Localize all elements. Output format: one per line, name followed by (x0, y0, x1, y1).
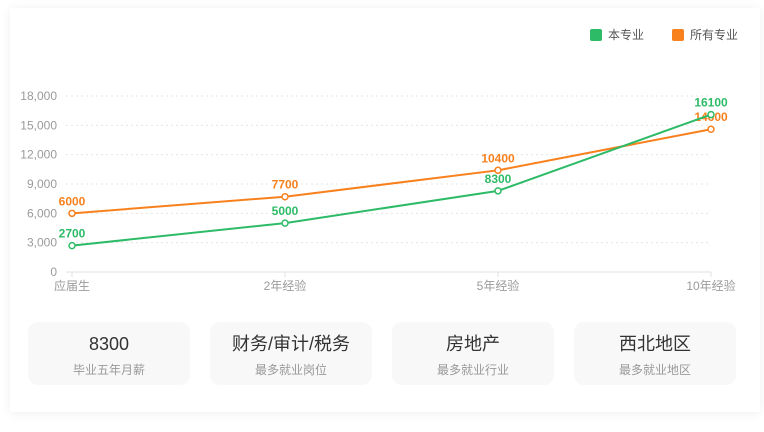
stat-label: 最多就业岗位 (254, 363, 327, 377)
series-line-0 (71, 113, 712, 247)
y-tick-label: 12,000 (20, 148, 57, 162)
data-point (68, 241, 76, 250)
y-tick-label: 6,000 (27, 206, 57, 220)
value-label: 8300 (485, 172, 512, 186)
employment-analysis-panel: 本专业 所有专业 0 3,000 6,000 9,000 12,000 15,000 18,… (10, 8, 760, 412)
y-tick-label: 18,000 (20, 89, 57, 103)
y-tick-label: 9,000 (27, 177, 57, 191)
value-label: 6000 (59, 194, 86, 208)
stat-label: 最多就业地区 (618, 363, 691, 377)
x-tick-label: 10年经验 (686, 278, 735, 293)
legend-label-major: 本专业 (607, 28, 644, 42)
data-point (281, 219, 289, 227)
stat-label: 最多就业行业 (436, 363, 509, 377)
stat-value: 财务/审计/税务 (231, 334, 350, 354)
summary-cards: 8300 毕业五年月薪 财务/审计/税务 最多就业岗位 房地产 最多就业行业 西… (28, 322, 742, 385)
y-tick-label: 0 (50, 265, 57, 279)
stat-value: 西北地区 (619, 334, 691, 354)
value-label: 10400 (481, 151, 515, 165)
chart-legend: 本专业 所有专业 (589, 26, 738, 43)
y-tick-label: 3,000 (27, 236, 57, 250)
stat-card-top-region: 西北地区 最多就业地区 (574, 322, 736, 385)
legend-item-major[interactable]: 本专业 (589, 26, 644, 43)
stat-value: 房地产 (446, 334, 500, 354)
data-point (494, 187, 502, 195)
x-tick-label: 应届生 (54, 278, 90, 293)
legend-label-all-majors: 所有专业 (689, 28, 738, 42)
value-label: 16100 (694, 96, 728, 110)
value-label: 5000 (272, 204, 299, 218)
stat-card-top-job: 财务/审计/税务 最多就业岗位 (210, 322, 372, 385)
stat-value: 8300 (88, 334, 130, 354)
data-point (707, 125, 715, 133)
legend-swatch-major-icon (589, 28, 602, 41)
data-point (707, 110, 715, 119)
stat-card-top-industry: 房地产 最多就业行业 (392, 322, 554, 385)
stat-label: 毕业五年月薪 (72, 363, 145, 377)
salary-line-chart: 0 3,000 6,000 9,000 12,000 15,000 18,000 应届生 2年经… (20, 89, 735, 293)
x-tick-label: 2年经验 (264, 278, 307, 293)
legend-swatch-all-majors-icon (671, 28, 684, 41)
value-label: 2700 (59, 227, 86, 241)
stat-card-salary: 8300 毕业五年月薪 (28, 322, 190, 385)
value-label: 7700 (272, 178, 299, 192)
x-tick-label: 5年经验 (477, 278, 520, 293)
data-point (281, 192, 289, 201)
legend-item-all-majors[interactable]: 所有专业 (671, 26, 738, 43)
series-line-1 (71, 128, 712, 215)
y-tick-label: 15,000 (20, 118, 57, 132)
data-point (68, 209, 76, 218)
data-point (494, 166, 502, 175)
